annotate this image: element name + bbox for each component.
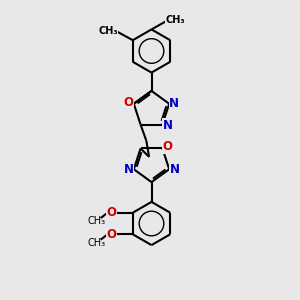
Text: N: N (123, 163, 134, 176)
Text: CH₃: CH₃ (98, 26, 118, 36)
Text: O: O (107, 206, 117, 219)
Text: N: N (169, 97, 179, 110)
Text: O: O (163, 140, 172, 154)
Text: O: O (124, 96, 134, 110)
Text: CH₃: CH₃ (166, 15, 185, 26)
Text: O: O (107, 227, 117, 241)
Text: CH₃: CH₃ (87, 216, 105, 226)
Text: CH₃: CH₃ (87, 238, 105, 248)
Text: N: N (169, 163, 180, 176)
Text: N: N (163, 118, 172, 132)
